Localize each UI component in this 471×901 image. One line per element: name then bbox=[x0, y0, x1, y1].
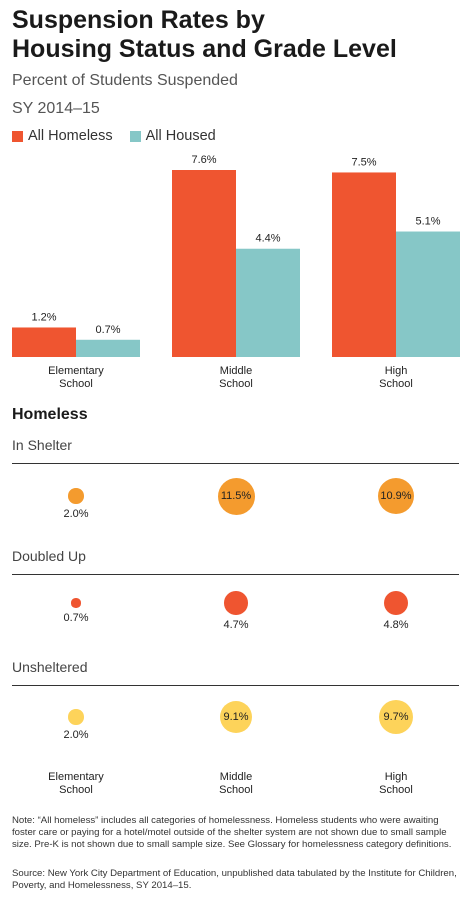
bar-high-all-housed bbox=[396, 231, 460, 357]
bubble-doubled-up-high bbox=[384, 591, 408, 615]
bar-elementary-all-housed bbox=[76, 339, 140, 357]
bar-label-elementary-all-homeless: 1.2% bbox=[31, 311, 56, 323]
bubble-doubled-up-elementary bbox=[71, 598, 81, 608]
bubble-label-doubled-up-middle: 4.7% bbox=[223, 618, 249, 631]
bar-middle-all-homeless bbox=[172, 170, 236, 357]
legend-label-housed: All Housed bbox=[145, 128, 216, 144]
title-line-2: Housing Status and Grade Level bbox=[12, 35, 397, 63]
bubble-category-line: Middle bbox=[219, 771, 253, 783]
bar-category-middle: Middle School bbox=[176, 365, 296, 391]
bubble-label-in-shelter-high: 10.9% bbox=[380, 489, 412, 502]
bubble-in-shelter-middle bbox=[217, 477, 255, 515]
bubble-label-unsheltered-middle: 9.1% bbox=[223, 710, 249, 723]
row-divider-doubled-up bbox=[12, 574, 459, 575]
bubble-in-shelter-elementary bbox=[68, 488, 84, 504]
legend: All Homeless All Housed bbox=[12, 128, 233, 144]
bubble-doubled-up-middle bbox=[224, 591, 248, 615]
bubble-label-in-shelter-elementary: 2.0% bbox=[63, 507, 89, 520]
bubble-category-line: School bbox=[59, 784, 93, 796]
school-year: SY 2014–15 bbox=[12, 100, 100, 117]
bar-elementary-all-homeless bbox=[12, 327, 76, 357]
bar-label-middle-all-housed: 4.4% bbox=[255, 233, 280, 245]
title-line-1: Suspension Rates by bbox=[12, 6, 265, 34]
bar-high-all-homeless bbox=[332, 172, 396, 357]
bar-label-high-all-homeless: 7.5% bbox=[351, 156, 376, 168]
legend-item-housed: All Housed bbox=[129, 128, 216, 144]
bar-label-elementary-all-housed: 0.7% bbox=[95, 324, 120, 336]
bar-category-line: School bbox=[379, 378, 413, 390]
bar-category-line: Elementary bbox=[48, 365, 104, 377]
bar-category-line: Middle bbox=[219, 365, 253, 377]
bubble-category-line: School bbox=[379, 784, 413, 796]
bar-category-line: School bbox=[219, 378, 253, 390]
bubble-category-line: School bbox=[219, 784, 253, 796]
bubble-label-doubled-up-elementary: 0.7% bbox=[63, 611, 89, 624]
bar-category-line: High bbox=[384, 365, 408, 377]
bubble-label-unsheltered-high: 9.7% bbox=[383, 710, 409, 723]
bubble-label-in-shelter-middle: 11.5% bbox=[220, 489, 252, 502]
row-divider-in-shelter bbox=[12, 463, 459, 464]
bubble-unsheltered-middle bbox=[219, 700, 253, 734]
bubble-label-doubled-up-high: 4.8% bbox=[383, 618, 409, 631]
source-note: Source: New York City Department of Educ… bbox=[12, 868, 457, 892]
row-divider-unsheltered bbox=[12, 685, 459, 686]
bar-label-high-all-housed: 5.1% bbox=[415, 216, 440, 228]
bubble-in-shelter-high bbox=[377, 477, 414, 514]
bar-category-line: School bbox=[59, 378, 93, 390]
bar-label-middle-all-homeless: 7.6% bbox=[191, 154, 216, 166]
homeless-section-title: Homeless bbox=[12, 406, 88, 423]
bubble-category-middle: Middle School bbox=[176, 771, 296, 797]
bubble-category-line: High bbox=[384, 771, 408, 783]
bubble-category-high: High School bbox=[336, 771, 456, 797]
row-title-in-shelter: In Shelter bbox=[12, 437, 72, 453]
legend-swatch-homeless bbox=[12, 130, 23, 142]
bar-category-elementary: Elementary School bbox=[16, 365, 136, 391]
bubble-category-line: Elementary bbox=[48, 771, 104, 783]
row-title-doubled-up: Doubled Up bbox=[12, 548, 86, 564]
legend-swatch-housed bbox=[129, 130, 141, 142]
footnote: Note: “All homeless” includes all catego… bbox=[12, 815, 452, 851]
bar-category-high: High School bbox=[336, 365, 456, 391]
legend-label-homeless: All Homeless bbox=[28, 128, 113, 144]
row-title-unsheltered: Unsheltered bbox=[12, 659, 88, 675]
legend-item-homeless: All Homeless bbox=[12, 128, 113, 144]
bubble-label-unsheltered-elementary: 2.0% bbox=[63, 728, 89, 741]
chart-title: Suspension Rates by Housing Status and G… bbox=[12, 6, 452, 64]
bubble-unsheltered-high bbox=[379, 700, 413, 734]
bubble-category-elementary: Elementary School bbox=[16, 771, 136, 797]
bar-middle-all-housed bbox=[236, 248, 300, 357]
bar-chart: 1.2% 0.7% 7.6% 4.4% 7.5% 5.1% bbox=[12, 154, 460, 357]
bubble-unsheltered-elementary bbox=[68, 709, 84, 725]
chart-subtitle: Percent of Students Suspended bbox=[12, 72, 238, 89]
